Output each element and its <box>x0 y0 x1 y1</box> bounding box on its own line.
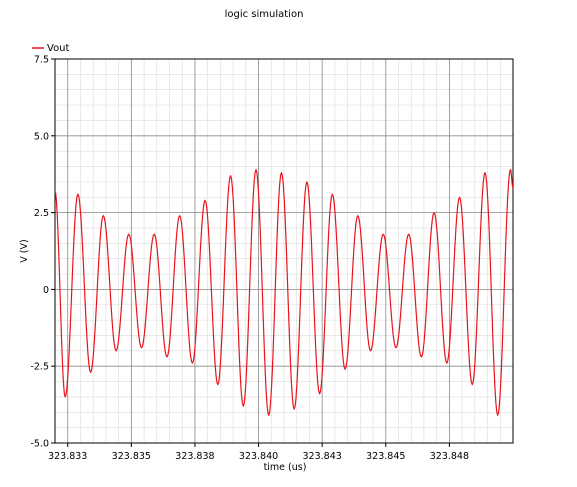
x-tick-label: 323.833 <box>48 451 87 462</box>
plot-frame <box>54 58 514 444</box>
grid-minor <box>54 58 514 444</box>
x-tick-label: 323.843 <box>303 451 342 462</box>
x-tick-label: 323.845 <box>366 451 405 462</box>
x-tick-label: 323.840 <box>239 451 278 462</box>
legend: Vout <box>32 43 70 54</box>
y-axis-label: V (V) <box>19 239 30 262</box>
y-tick-label: -5.0 <box>30 439 49 450</box>
y-tick-label: -2.5 <box>30 362 49 373</box>
x-axis-label: time (us) <box>264 462 307 473</box>
x-axis: 323.833 323.835 323.838 323.840 323.843 323.8… <box>48 443 469 462</box>
series-vout-line <box>54 168 514 416</box>
y-tick-label: 5.0 <box>34 131 49 142</box>
legend-label-vout: Vout <box>47 43 70 54</box>
chart-title: logic simulation <box>225 9 304 20</box>
x-tick-label: 323.848 <box>430 451 469 462</box>
y-tick-label: 7.5 <box>34 55 49 66</box>
y-tick-label: 0 <box>43 285 49 296</box>
y-tick-label: 2.5 <box>34 208 49 219</box>
x-tick-label: 323.835 <box>112 451 151 462</box>
y-axis: 7.5 5.0 2.5 0 -2.5 -5.0 <box>30 55 55 450</box>
x-tick-label: 323.838 <box>175 451 214 462</box>
